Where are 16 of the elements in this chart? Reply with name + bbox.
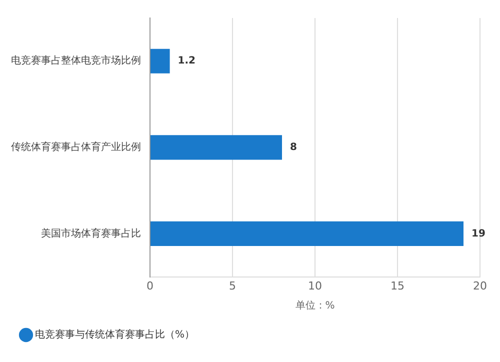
y-tick-label: 美国市场体育赛事占比 <box>41 227 141 240</box>
bar <box>150 48 170 74</box>
x-tick-label: 0 <box>146 279 154 292</box>
x-tick-label: 10 <box>308 279 322 292</box>
data-label: 1.2 <box>178 56 196 67</box>
y-tick-label: 传统体育赛事占体育产业比例 <box>11 140 141 153</box>
data-label: 8 <box>290 142 297 153</box>
x-axis-title: 单位：% <box>295 300 335 312</box>
x-tick-label: 20 <box>473 279 487 292</box>
data-label: 19 <box>472 228 486 240</box>
x-tick-label: 5 <box>229 279 236 292</box>
bar <box>150 221 464 246</box>
x-tick-label: 15 <box>390 279 404 292</box>
y-tick-label: 电竞赛事占整体电竞市场比例 <box>11 54 141 67</box>
bar <box>150 135 282 160</box>
legend-label: 电竞赛事与传统体育赛事占比（%） <box>35 328 195 341</box>
